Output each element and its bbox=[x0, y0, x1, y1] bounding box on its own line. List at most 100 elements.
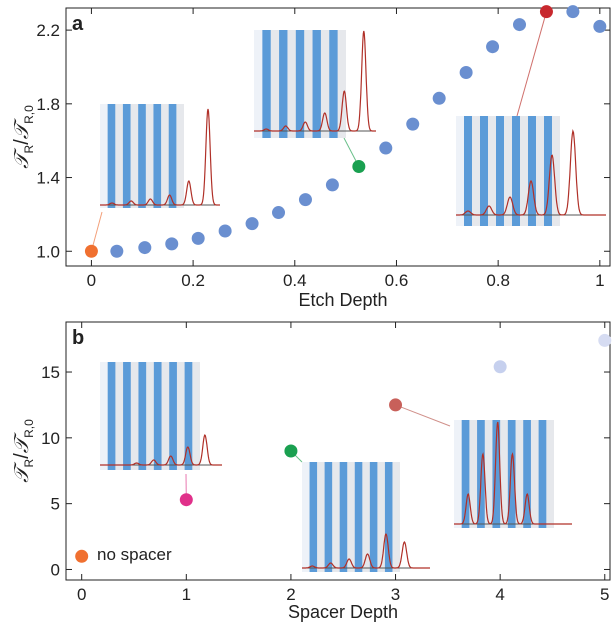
data-point bbox=[138, 241, 152, 255]
panel-a-points bbox=[84, 5, 607, 258]
inset-stripe bbox=[279, 30, 288, 138]
data-point bbox=[165, 237, 179, 251]
inset-stripe bbox=[153, 362, 162, 470]
data-point bbox=[593, 19, 607, 33]
y-tick-label: 1.8 bbox=[36, 95, 60, 114]
data-point bbox=[513, 18, 527, 32]
data-point bbox=[486, 40, 500, 54]
inset-stripe bbox=[339, 462, 348, 572]
data-point bbox=[218, 224, 232, 238]
y-tick-label: 0 bbox=[51, 560, 60, 579]
inset-grating bbox=[302, 462, 430, 572]
inset-stripe bbox=[464, 116, 472, 226]
inset-background bbox=[456, 116, 560, 226]
y-tick-label: 5 bbox=[51, 495, 60, 514]
inset-stripe bbox=[329, 30, 338, 138]
data-point bbox=[539, 5, 553, 19]
x-tick-label: 2 bbox=[286, 585, 295, 604]
inset-background bbox=[302, 462, 400, 572]
y-tick-label: 1.4 bbox=[36, 169, 60, 188]
inset-fade bbox=[302, 462, 312, 572]
data-point bbox=[493, 360, 507, 374]
data-point bbox=[284, 444, 298, 458]
panel-a: a 0 0.2 0.4 0.6 0.8 1 1.0 1.4 1.8 2.2 Etch Depth… bbox=[11, 5, 611, 310]
leader-line bbox=[516, 11, 547, 117]
inset-stripe bbox=[496, 116, 504, 226]
x-tick-label: 0.4 bbox=[283, 271, 307, 290]
inset-fade bbox=[254, 30, 264, 138]
data-point bbox=[325, 178, 339, 192]
inset-stripe bbox=[528, 116, 536, 226]
data-point bbox=[459, 66, 473, 79]
panel-a-y-axis: 1.0 1.4 1.8 2.2 bbox=[36, 21, 610, 261]
inset-grating bbox=[100, 362, 222, 470]
data-point bbox=[272, 206, 286, 220]
inset-fade bbox=[100, 104, 110, 208]
x-tick-label: 0.8 bbox=[486, 271, 510, 290]
inset-stripe bbox=[312, 30, 321, 138]
x-tick-label: 0.6 bbox=[385, 271, 409, 290]
inset-stripe bbox=[107, 362, 116, 470]
panel-b-points bbox=[75, 333, 612, 563]
panel-b: b 0 1 2 3 4 5 0 5 10 15 Spacer Depth 𝒯R/𝒯R,0 no … bbox=[11, 321, 612, 622]
panel-b-insets bbox=[100, 362, 572, 572]
inset-stripe bbox=[123, 362, 131, 470]
inset-stripe bbox=[354, 462, 363, 572]
inset-grating bbox=[254, 30, 376, 138]
inset-stripe bbox=[538, 420, 547, 528]
y-tick-label: 10 bbox=[41, 429, 60, 448]
inset-grating bbox=[456, 116, 606, 226]
data-point bbox=[191, 231, 205, 245]
inset-stripe bbox=[324, 462, 333, 572]
inset-stripe bbox=[384, 462, 393, 572]
x-tick-label: 4 bbox=[495, 585, 504, 604]
data-point bbox=[84, 244, 98, 258]
inset-fade bbox=[456, 116, 466, 226]
data-point bbox=[598, 333, 612, 347]
y-tick-label: 2.2 bbox=[36, 21, 60, 40]
panel-b-x-axis: 0 1 2 3 4 5 bbox=[77, 322, 610, 604]
data-point bbox=[75, 549, 89, 563]
x-tick-label: 1 bbox=[595, 271, 604, 290]
inset-stripe bbox=[153, 104, 162, 208]
data-point bbox=[566, 5, 580, 19]
data-point bbox=[110, 244, 124, 258]
panel-a-x-axis-label: Etch Depth bbox=[298, 290, 387, 310]
panel-b-y-axis: 0 5 10 15 bbox=[41, 363, 610, 579]
panel-a-x-axis: 0 0.2 0.4 0.6 0.8 1 bbox=[87, 8, 605, 290]
panel-a-label: a bbox=[72, 13, 84, 35]
inset-fade bbox=[100, 362, 110, 470]
inset-stripe bbox=[461, 420, 470, 528]
data-point bbox=[245, 217, 259, 231]
inset-stripe bbox=[138, 362, 147, 470]
data-point bbox=[379, 141, 393, 155]
inset-stripe bbox=[369, 462, 378, 572]
inset-stripe bbox=[184, 362, 193, 470]
panel-b-x-axis-label: Spacer Depth bbox=[288, 602, 398, 622]
data-point bbox=[432, 91, 446, 105]
x-tick-label: 5 bbox=[600, 585, 609, 604]
inset-stripe bbox=[168, 104, 177, 208]
data-point bbox=[406, 117, 420, 131]
inset-stripe bbox=[544, 116, 552, 226]
panel-b-frame bbox=[65, 321, 611, 581]
inset-stripe bbox=[262, 30, 271, 138]
data-point bbox=[352, 159, 366, 173]
panel-a-frame bbox=[65, 7, 611, 267]
inset-stripe bbox=[507, 420, 516, 528]
inset-fade bbox=[454, 420, 464, 528]
x-tick-label: 0 bbox=[87, 271, 96, 290]
inset-stripe bbox=[309, 462, 318, 572]
inset-stripe bbox=[492, 420, 501, 528]
inset-stripe bbox=[512, 116, 520, 226]
inset-grating bbox=[100, 104, 220, 208]
data-point bbox=[179, 493, 193, 507]
inset-curve bbox=[456, 129, 606, 216]
x-tick-label: 0 bbox=[77, 585, 86, 604]
inset-grating bbox=[454, 420, 572, 528]
leader-line bbox=[90, 211, 103, 252]
data-point bbox=[298, 193, 312, 207]
y-tick-label: 1.0 bbox=[36, 242, 60, 261]
inset-stripe bbox=[138, 104, 146, 208]
panel-b-label: b bbox=[72, 327, 84, 349]
